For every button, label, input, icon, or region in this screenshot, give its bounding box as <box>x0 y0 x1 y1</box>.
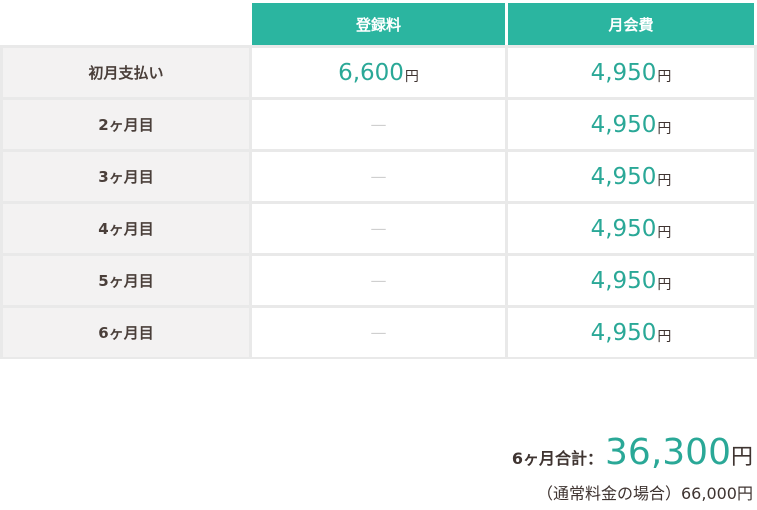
table-cell: 4,950 円 <box>508 256 754 305</box>
price: 4,950 <box>590 59 657 86</box>
empty-dash: — <box>370 167 387 186</box>
table-cell: — <box>252 204 505 253</box>
row-header: 4ヶ月目 <box>3 204 249 253</box>
table-cell: 4,950 円 <box>508 48 754 97</box>
summary: 6ヶ月合計： 36,300 円 <box>512 432 753 473</box>
currency-unit: 円 <box>657 328 672 345</box>
row-header: 6ヶ月目 <box>3 308 249 357</box>
currency-unit: 円 <box>404 68 419 85</box>
currency-unit: 円 <box>657 172 672 189</box>
price: 4,950 <box>590 319 657 346</box>
currency-unit: 円 <box>657 276 672 293</box>
table-cell: 4,950 円 <box>508 204 754 253</box>
summary-note: （通常料金の場合）66,000円 <box>537 484 753 503</box>
table-cell: — <box>252 100 505 149</box>
table-cell: 4,950 円 <box>508 308 754 357</box>
empty-dash: — <box>370 323 387 342</box>
price: 4,950 <box>590 215 657 242</box>
summary-unit: 円 <box>730 445 753 470</box>
table-background <box>0 45 757 359</box>
empty-dash: — <box>370 271 387 290</box>
table-cell: — <box>252 256 505 305</box>
table-cell: 4,950 円 <box>508 152 754 201</box>
empty-dash: — <box>370 115 387 134</box>
table-cell: — <box>252 308 505 357</box>
summary-label: 6ヶ月合計： <box>511 449 604 468</box>
price: 6,600 <box>338 59 404 86</box>
table-cell: 6,600 円 <box>252 48 505 97</box>
column-header: 月会費 <box>508 3 754 45</box>
row-header: 2ヶ月目 <box>3 100 249 149</box>
table-cell: — <box>252 152 505 201</box>
table-cell: 4,950 円 <box>508 100 754 149</box>
row-header: 初月支払い <box>3 48 249 97</box>
currency-unit: 円 <box>657 120 672 137</box>
price: 4,950 <box>590 267 657 294</box>
price: 4,950 <box>590 111 657 138</box>
currency-unit: 円 <box>657 224 672 241</box>
row-header: 3ヶ月目 <box>3 152 249 201</box>
currency-unit: 円 <box>657 68 672 85</box>
empty-dash: — <box>370 219 387 238</box>
price: 4,950 <box>590 163 657 190</box>
column-header: 登録料 <box>252 3 505 45</box>
row-header: 5ヶ月目 <box>3 256 249 305</box>
summary-amount: 36,300 <box>605 432 731 473</box>
